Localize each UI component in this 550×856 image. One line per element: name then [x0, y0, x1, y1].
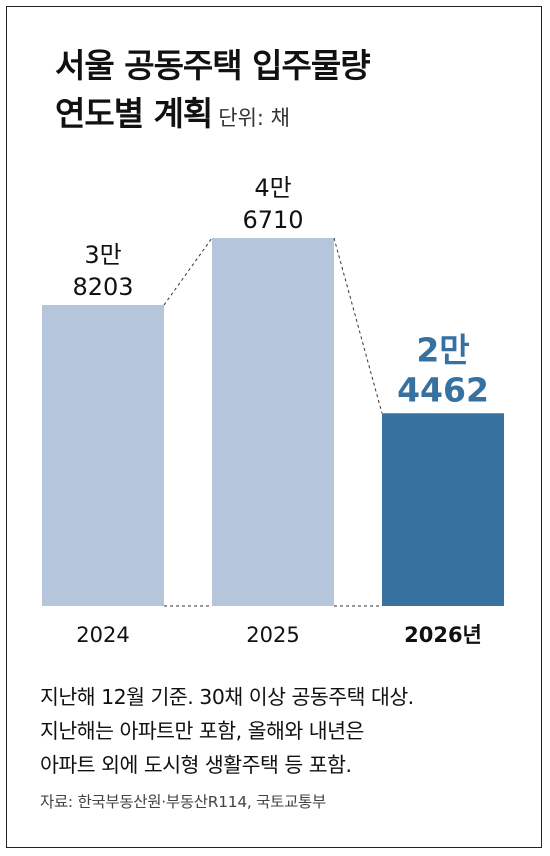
title-line-2: 연도별 계획 단위: 채 — [55, 90, 370, 142]
frame-border — [6, 6, 542, 848]
footnote-line-3: 아파트 외에 도시형 생활주택 등 포함. — [40, 753, 352, 777]
connector-top-0 — [163, 237, 213, 306]
source-note: 자료: 한국부동산원·부동산R114, 국토교통부 — [40, 793, 326, 811]
bar-1 — [212, 238, 334, 606]
value-label-1-line2: 6710 — [242, 206, 303, 234]
category-label-1: 2025 — [246, 623, 299, 647]
footnote-line-1: 지난해 12월 기준. 30채 이상 공동주택 대상. — [40, 685, 414, 709]
value-label-0-line1: 3만 — [84, 241, 121, 269]
footnote-line-2: 지난해는 아파트만 포함, 올해와 내년은 — [40, 719, 364, 743]
title-line-2-text: 연도별 계획 — [55, 94, 213, 133]
bar-0 — [42, 305, 164, 606]
footnote: 지난해 12월 기준. 30채 이상 공동주택 대상. 지난해는 아파트만 포함… — [40, 680, 540, 782]
category-label-2: 2026년 — [404, 623, 482, 647]
value-label-0-line2: 8203 — [72, 273, 133, 301]
value-label-1-line1: 4만 — [254, 174, 291, 202]
category-label-0: 2024 — [76, 623, 129, 647]
connector-top-1 — [333, 237, 383, 414]
unit-label: 단위: 채 — [218, 106, 291, 130]
value-label-2-line1: 2만 — [416, 330, 469, 369]
value-label-2-line2: 4462 — [397, 370, 489, 409]
title-line-1: 서울 공동주택 입주물량 — [55, 46, 371, 85]
chart-title: 서울 공동주택 입주물량 연도별 계획 단위: 채 — [55, 42, 371, 142]
bar-2 — [382, 413, 504, 606]
